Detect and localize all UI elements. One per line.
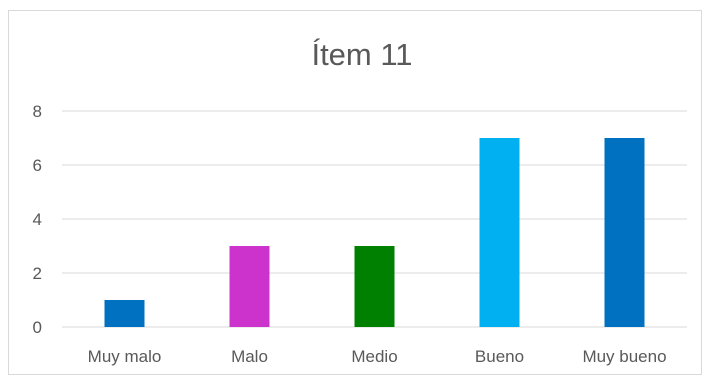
x-tick-label: Bueno [475, 347, 524, 366]
y-tick-label: 4 [33, 210, 42, 229]
bar [479, 138, 520, 327]
bars [104, 138, 645, 327]
x-tick-label: Malo [231, 347, 268, 366]
x-tick-label: Muy malo [88, 347, 162, 366]
y-tick-label: 6 [33, 156, 42, 175]
y-tick-label: 8 [33, 102, 42, 121]
y-axis-ticks: 0 2 4 6 8 [33, 102, 42, 337]
chart-title: Ítem 11 [311, 37, 412, 72]
bar [604, 138, 645, 327]
y-tick-label: 2 [33, 264, 42, 283]
x-tick-label: Medio [351, 347, 397, 366]
y-tick-label: 0 [33, 318, 42, 337]
bar [354, 246, 395, 327]
x-tick-label: Muy bueno [582, 347, 666, 366]
bar [104, 300, 145, 327]
x-axis-ticks: Muy malo Malo Medio Bueno Muy bueno [88, 347, 667, 366]
bar [229, 246, 270, 327]
